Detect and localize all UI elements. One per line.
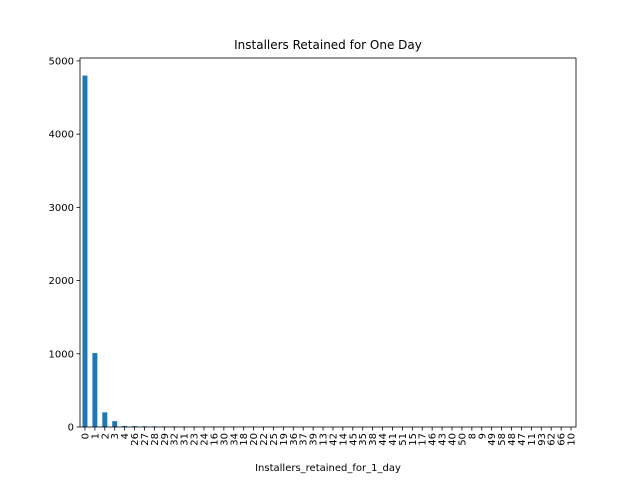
bar <box>112 421 118 427</box>
x-tick-label: 17 <box>418 433 429 446</box>
x-tick-label: 42 <box>328 433 339 446</box>
x-tick-label: 66 <box>557 433 568 446</box>
x-tick-label: 43 <box>438 433 449 446</box>
x-tick-label: 40 <box>448 433 459 446</box>
x-tick-label: 3 <box>110 433 121 439</box>
x-tick-label: 4 <box>120 433 131 439</box>
x-tick-label: 51 <box>398 433 409 446</box>
x-tick-label: 27 <box>140 433 151 446</box>
bar <box>102 412 108 427</box>
x-tick-label: 19 <box>279 433 290 446</box>
plot-frame <box>79 57 577 428</box>
x-tick-label: 28 <box>150 433 161 446</box>
x-tick-label: 26 <box>130 433 141 446</box>
bars-group <box>82 75 574 427</box>
y-tick-label: 5000 <box>49 56 74 67</box>
x-tick-label: 24 <box>200 433 211 446</box>
x-tick-label: 23 <box>190 433 201 446</box>
x-tick-label: 46 <box>428 433 439 446</box>
x-tick-label: 62 <box>547 433 558 446</box>
x-tick-label: 58 <box>497 433 508 446</box>
y-tick-label: 2000 <box>49 276 74 287</box>
x-axis-label: Installers_retained_for_1_day <box>255 463 401 474</box>
x-axis-ticks: 0123426272829323123241630341820222519363… <box>80 427 578 446</box>
x-tick-label: 50 <box>457 433 468 446</box>
bar <box>82 75 88 427</box>
y-tick-label: 3000 <box>49 203 74 214</box>
x-tick-label: 25 <box>269 433 280 446</box>
x-tick-label: 38 <box>368 433 379 446</box>
x-tick-label: 0 <box>80 433 91 439</box>
x-tick-label: 15 <box>408 433 419 446</box>
x-tick-label: 41 <box>388 433 399 446</box>
x-tick-label: 9 <box>477 433 488 439</box>
x-tick-label: 1 <box>90 433 101 439</box>
x-tick-label: 36 <box>289 433 300 446</box>
x-tick-label: 31 <box>180 433 191 446</box>
x-tick-label: 29 <box>160 433 171 446</box>
x-tick-label: 2 <box>100 433 111 439</box>
x-tick-label: 45 <box>348 433 359 446</box>
x-tick-label: 30 <box>219 433 230 446</box>
bar <box>132 426 138 427</box>
x-tick-label: 8 <box>467 433 478 439</box>
x-tick-label: 49 <box>487 433 498 446</box>
y-tick-label: 4000 <box>49 130 74 141</box>
chart-title: Installers Retained for One Day <box>234 38 422 52</box>
x-tick-label: 37 <box>299 433 310 446</box>
x-tick-label: 18 <box>239 433 250 446</box>
x-tick-label: 48 <box>507 433 518 446</box>
x-tick-label: 20 <box>249 433 260 446</box>
bar <box>92 353 98 427</box>
x-tick-label: 11 <box>527 433 538 446</box>
x-tick-label: 47 <box>517 433 528 446</box>
y-axis-ticks: 0 1000 2000 3000 4000 5000 <box>49 56 80 434</box>
x-tick-label: 14 <box>338 433 349 446</box>
y-tick-label: 1000 <box>49 349 74 360</box>
x-tick-label: 22 <box>259 433 270 446</box>
y-tick-label: 0 <box>68 423 74 434</box>
x-tick-label: 34 <box>229 433 240 446</box>
x-tick-label: 10 <box>567 433 578 446</box>
x-tick-label: 39 <box>309 433 320 446</box>
x-tick-label: 44 <box>378 433 389 446</box>
x-tick-label: 35 <box>358 433 369 446</box>
x-tick-label: 13 <box>319 433 330 446</box>
bar <box>122 425 128 427</box>
x-tick-label: 32 <box>170 433 181 446</box>
x-tick-label: 93 <box>537 433 548 446</box>
x-tick-label: 16 <box>209 433 220 446</box>
